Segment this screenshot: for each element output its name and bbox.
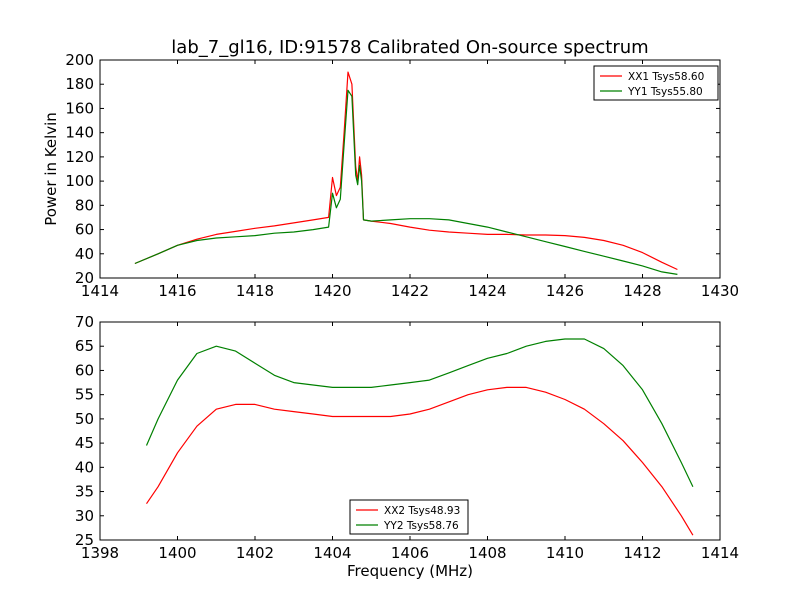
x-tick-label: 1408 — [468, 544, 506, 562]
top-y-axis-label: Power in Kelvin — [42, 112, 60, 226]
y-tick-label: 120 — [65, 148, 94, 166]
y-tick-label: 80 — [75, 196, 94, 214]
y-tick-label: 40 — [75, 458, 94, 476]
legend-label-0-1: YY1 Tsys55.80 — [627, 86, 703, 98]
x-tick-label: 1410 — [546, 544, 584, 562]
y-tick-label: 55 — [75, 386, 94, 404]
x-tick-label: 1416 — [158, 282, 196, 300]
y-tick-label: 25 — [75, 531, 94, 549]
x-tick-label: 1414 — [701, 544, 739, 562]
y-tick-label: 30 — [75, 507, 94, 525]
bottom-chart: 1398 1400 1402 1404 1406 1408 1410 1412 1414 25 30… — [75, 313, 739, 562]
x-tick-label: 1426 — [546, 282, 584, 300]
y-tick-label: 70 — [75, 313, 94, 331]
y-tick-label: 40 — [75, 245, 94, 263]
y-tick-label: 60 — [75, 361, 94, 379]
x-tick-label: 1418 — [236, 282, 274, 300]
chart-title: lab_7_gl16, ID:91578 Calibrated On-sourc… — [171, 37, 648, 58]
legend-label-0-0: XX1 Tsys58.60 — [628, 71, 704, 83]
legend-box-1 — [349, 499, 469, 535]
y-tick-label: 180 — [65, 75, 94, 93]
x-tick-label: 1400 — [158, 544, 196, 562]
x-tick-label: 1406 — [391, 544, 429, 562]
y-tick-label: 50 — [75, 410, 94, 428]
x-tick-label: 1398 — [81, 544, 119, 562]
y-tick-label: 20 — [75, 269, 94, 287]
x-tick-label: 1414 — [81, 282, 119, 300]
bottom-x-axis-label: Frequency (MHz) — [347, 562, 473, 580]
series-line-0-1 — [134, 89, 678, 275]
y-tick-label: 65 — [75, 337, 94, 355]
x-tick-label: 1430 — [701, 282, 739, 300]
y-tick-label: 160 — [65, 99, 94, 117]
series-line-0-0 — [134, 71, 678, 271]
series-line-1-0 — [146, 386, 694, 536]
y-tick-label: 60 — [75, 221, 94, 239]
legend-box-0 — [593, 65, 719, 101]
x-tick-label: 1420 — [313, 282, 351, 300]
x-tick-label: 1424 — [468, 282, 506, 300]
x-tick-label: 1404 — [313, 544, 351, 562]
legend-label-1-0: XX2 Tsys48.93 — [384, 505, 460, 517]
y-tick-label: 45 — [75, 434, 94, 452]
top-chart: 1414 1416 1418 1420 1422 1424 1426 1428 1430 20 40… — [65, 51, 739, 300]
x-tick-label: 1422 — [391, 282, 429, 300]
y-tick-label: 200 — [65, 51, 94, 69]
x-tick-label: 1402 — [236, 544, 274, 562]
y-tick-label: 35 — [75, 483, 94, 501]
x-tick-label: 1412 — [623, 544, 661, 562]
y-tick-label: 140 — [65, 124, 94, 142]
legend-label-1-1: YY2 Tsys58.76 — [383, 520, 459, 532]
x-tick-label: 1428 — [623, 282, 661, 300]
y-tick-label: 100 — [65, 172, 94, 190]
series-line-1-1 — [145, 338, 694, 487]
